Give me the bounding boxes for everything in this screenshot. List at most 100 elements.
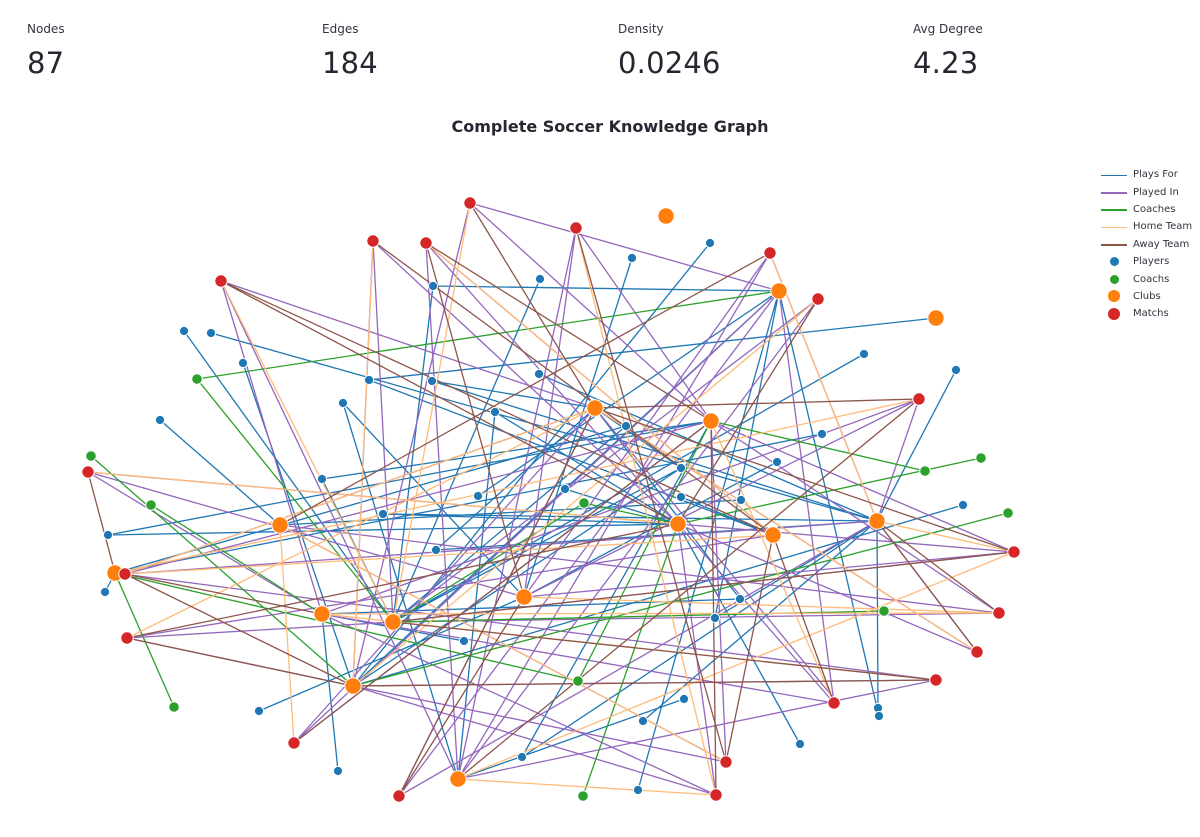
node-coach-0[interactable] <box>85 450 97 462</box>
node-match-5[interactable] <box>366 234 380 248</box>
node-club-8[interactable] <box>702 412 720 430</box>
edge-away-team-1 <box>124 573 354 687</box>
node-player-39[interactable] <box>950 364 962 376</box>
node-club-10[interactable] <box>770 282 788 300</box>
node-match-2[interactable] <box>120 631 134 645</box>
node-player-22[interactable] <box>626 252 638 264</box>
node-match-1[interactable] <box>118 567 132 581</box>
legend-item-away-team[interactable]: Away Team <box>1100 236 1198 253</box>
node-coach-4[interactable] <box>578 497 590 509</box>
node-coach-1[interactable] <box>145 499 157 511</box>
node-player-15[interactable] <box>458 635 470 647</box>
legend-item-plays-for[interactable]: Plays For <box>1100 166 1198 183</box>
node-player-16[interactable] <box>489 406 501 418</box>
node-player-27[interactable] <box>678 693 690 705</box>
node-player-13[interactable] <box>426 375 438 387</box>
node-player-14[interactable] <box>430 544 442 556</box>
legend-item-clubs[interactable]: Clubs <box>1100 288 1198 305</box>
node-player-32[interactable] <box>735 494 747 506</box>
node-player-33[interactable] <box>771 456 783 468</box>
legend-item-coachs[interactable]: Coachs <box>1100 270 1198 287</box>
node-match-11[interactable] <box>719 755 733 769</box>
node-player-40[interactable] <box>957 499 969 511</box>
node-match-12[interactable] <box>763 246 777 260</box>
node-match-9[interactable] <box>569 221 583 235</box>
node-coach-9[interactable] <box>975 452 987 464</box>
node-club-3[interactable] <box>344 677 362 695</box>
node-club-13[interactable] <box>657 207 675 225</box>
node-player-28[interactable] <box>675 491 687 503</box>
edge-plays-for-34 <box>114 433 823 574</box>
node-player-6[interactable] <box>253 705 265 717</box>
node-coach-7[interactable] <box>878 605 890 617</box>
node-match-19[interactable] <box>1007 545 1021 559</box>
node-player-12[interactable] <box>427 280 439 292</box>
node-coach-10[interactable] <box>1002 507 1014 519</box>
node-club-6[interactable] <box>586 399 604 417</box>
node-match-4[interactable] <box>287 736 301 750</box>
node-player-21[interactable] <box>559 483 571 495</box>
node-match-17[interactable] <box>970 645 984 659</box>
node-player-11[interactable] <box>377 508 389 520</box>
node-match-18[interactable] <box>992 606 1006 620</box>
node-coach-2[interactable] <box>191 373 203 385</box>
legend-label: Clubs <box>1133 290 1161 302</box>
node-player-20[interactable] <box>533 368 545 380</box>
node-match-0[interactable] <box>81 465 95 479</box>
legend-item-matchs[interactable]: Matchs <box>1100 305 1198 322</box>
node-player-3[interactable] <box>154 414 166 426</box>
node-player-29[interactable] <box>704 237 716 249</box>
node-player-24[interactable] <box>637 715 649 727</box>
node-coach-3[interactable] <box>168 701 180 713</box>
node-coach-8[interactable] <box>919 465 931 477</box>
node-coach-5[interactable] <box>572 675 584 687</box>
node-player-4[interactable] <box>102 529 114 541</box>
node-player-2[interactable] <box>237 357 249 369</box>
node-club-11[interactable] <box>868 512 886 530</box>
node-player-26[interactable] <box>675 462 687 474</box>
node-match-13[interactable] <box>811 292 825 306</box>
node-match-6[interactable] <box>392 789 406 803</box>
node-match-16[interactable] <box>929 673 943 687</box>
legend[interactable]: Plays For Played In Coaches Home Team Away T… <box>1100 166 1198 323</box>
node-club-1[interactable] <box>313 605 331 623</box>
legend-item-coaches[interactable]: Coaches <box>1100 201 1198 218</box>
node-club-4[interactable] <box>449 770 467 788</box>
node-player-5[interactable] <box>99 586 111 598</box>
node-club-0[interactable] <box>271 516 289 534</box>
legend-item-played-in[interactable]: Played In <box>1100 183 1198 200</box>
node-match-10[interactable] <box>709 788 723 802</box>
node-player-23[interactable] <box>620 420 632 432</box>
legend-item-home-team[interactable]: Home Team <box>1100 218 1198 235</box>
node-player-10[interactable] <box>337 397 349 409</box>
node-player-0[interactable] <box>178 325 190 337</box>
node-player-18[interactable] <box>516 751 528 763</box>
node-player-7[interactable] <box>332 765 344 777</box>
node-player-8[interactable] <box>316 473 328 485</box>
node-player-1[interactable] <box>205 327 217 339</box>
legend-item-players[interactable]: Players <box>1100 253 1198 270</box>
node-match-14[interactable] <box>827 696 841 710</box>
node-player-35[interactable] <box>858 348 870 360</box>
node-match-8[interactable] <box>463 196 477 210</box>
node-match-3[interactable] <box>214 274 228 288</box>
node-player-30[interactable] <box>709 612 721 624</box>
node-club-5[interactable] <box>515 588 533 606</box>
node-player-19[interactable] <box>534 273 546 285</box>
node-club-9[interactable] <box>764 526 782 544</box>
node-player-9[interactable] <box>363 374 375 386</box>
node-player-38[interactable] <box>794 738 806 750</box>
node-player-37[interactable] <box>873 710 885 722</box>
node-player-34[interactable] <box>816 428 828 440</box>
node-match-7[interactable] <box>419 236 433 250</box>
node-coach-6[interactable] <box>577 790 589 802</box>
node-player-31[interactable] <box>734 593 746 605</box>
node-player-25[interactable] <box>632 784 644 796</box>
node-player-17[interactable] <box>472 490 484 502</box>
legend-label: Players <box>1133 256 1170 268</box>
node-club-2[interactable] <box>384 613 402 631</box>
node-club-7[interactable] <box>669 515 687 533</box>
node-match-15[interactable] <box>912 392 926 406</box>
knowledge-graph-chart[interactable]: Complete Soccer Knowledge Graph <box>0 100 1200 837</box>
node-club-12[interactable] <box>927 309 945 327</box>
